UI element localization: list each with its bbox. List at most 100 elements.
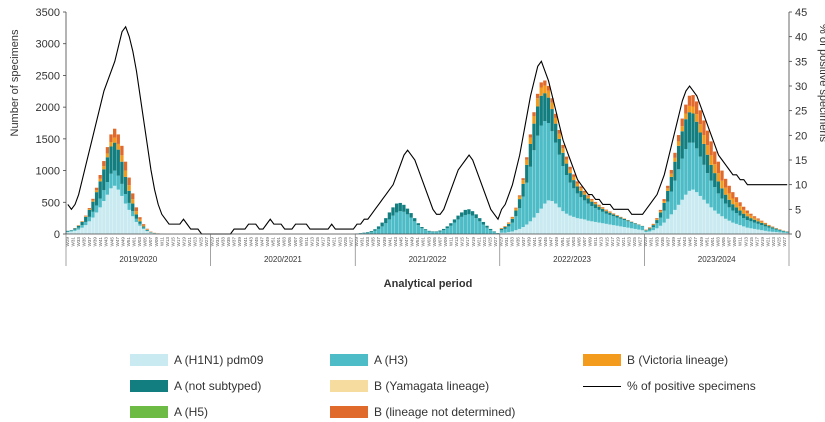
x-week-label: W13 (743, 237, 748, 247)
bar-segment (441, 228, 446, 231)
bar-segment (116, 175, 120, 190)
bar-segment (622, 227, 627, 234)
bar-segment (517, 195, 522, 197)
bar-segment (749, 228, 753, 234)
bar-segment (651, 224, 655, 226)
bar-segment (521, 183, 525, 197)
bar-segment (105, 181, 110, 195)
bar-segment (738, 210, 742, 216)
bar-segment (134, 221, 139, 234)
bar-segment (637, 229, 641, 234)
x-week-label: W27 (348, 237, 353, 247)
bar-segment (731, 198, 735, 205)
y-right-tick-label: 5 (795, 204, 801, 216)
bar-segment (102, 161, 106, 167)
bar-segment (582, 190, 587, 193)
bar-segment (510, 216, 514, 218)
bar-segment (568, 215, 572, 234)
bar-segment (441, 230, 446, 234)
bar-segment (532, 150, 536, 218)
bar-segment (575, 186, 580, 194)
positivity-line (67, 25, 788, 235)
bar-segment (98, 178, 102, 182)
bar-segment (568, 182, 572, 216)
y-right-tick-label: 45 (795, 7, 807, 19)
bar-segment (467, 214, 471, 234)
bar-segment (398, 211, 402, 234)
bar-segment (528, 143, 533, 167)
bar-segment (94, 212, 99, 234)
bar-segment (366, 232, 370, 234)
bar-segment (141, 227, 146, 229)
bar-segment (557, 129, 561, 134)
bar-segment (138, 225, 142, 234)
bar-segment (474, 218, 478, 234)
bar-segment (781, 232, 786, 234)
bar-segment (532, 116, 536, 124)
x-week-label: W47 (549, 237, 554, 247)
season-label: 2023/2024 (698, 255, 736, 264)
bar-segment (590, 201, 594, 207)
bar-segment (767, 231, 771, 234)
bar-segment (626, 221, 630, 228)
x-week-label: W27 (782, 237, 787, 247)
bar-segment (666, 201, 670, 219)
bar-segment (145, 230, 149, 232)
bar-segment (593, 202, 598, 205)
bar-segment (131, 193, 135, 200)
bar-segment (593, 207, 598, 222)
bar-segment (554, 203, 558, 234)
y-tick-label: 500 (42, 197, 60, 209)
bar-segment (756, 219, 760, 222)
bar-segment (561, 152, 565, 167)
bar-segment (116, 189, 120, 234)
bar-segment (720, 170, 724, 181)
bar-segment (127, 190, 131, 203)
bar-segment (572, 188, 576, 217)
bar-segment (488, 228, 493, 231)
bar-segment (131, 216, 135, 234)
bar-segment (644, 232, 648, 234)
bar-segment (546, 90, 551, 98)
bar-segment (593, 221, 598, 234)
bar-segment (76, 225, 81, 228)
bar-segment (134, 218, 139, 222)
bar-segment (604, 210, 608, 212)
bar-segment (445, 226, 449, 229)
bar-segment (463, 209, 467, 215)
bar-segment (73, 230, 77, 234)
x-week-label: W23 (771, 237, 776, 247)
x-week-label: W29 (643, 237, 648, 247)
x-week-label: W25 (198, 237, 203, 247)
bar-segment (702, 143, 706, 165)
bar-segment (734, 213, 739, 224)
bar-segment (705, 203, 710, 234)
bar-segment (409, 217, 413, 234)
x-week-label: W25 (487, 237, 492, 247)
bar-segment (756, 221, 760, 224)
bar-segment (539, 82, 543, 88)
bar-segment (145, 229, 149, 231)
bar-segment (640, 226, 645, 231)
bar-segment (709, 180, 713, 208)
bar-segment (69, 230, 73, 231)
bar-segment (590, 200, 594, 202)
bar-segment (460, 216, 464, 234)
bar-segment (770, 231, 775, 234)
bar-segment (752, 217, 757, 220)
bar-segment (532, 112, 536, 117)
bar-segment (593, 201, 598, 203)
bar-segment (503, 226, 507, 228)
bar-segment (680, 158, 684, 200)
bar-segment (579, 188, 583, 191)
bar-segment (510, 222, 514, 232)
legend-swatch-not-subtyped (130, 380, 168, 392)
bar-segment (568, 166, 572, 170)
y-tick-label: 2000 (36, 102, 60, 114)
bar-segment (532, 217, 536, 234)
x-week-label: W09 (443, 237, 448, 247)
x-week-label: W31 (649, 237, 654, 247)
bar-segment (651, 227, 655, 231)
x-week-label: W45 (109, 237, 114, 247)
